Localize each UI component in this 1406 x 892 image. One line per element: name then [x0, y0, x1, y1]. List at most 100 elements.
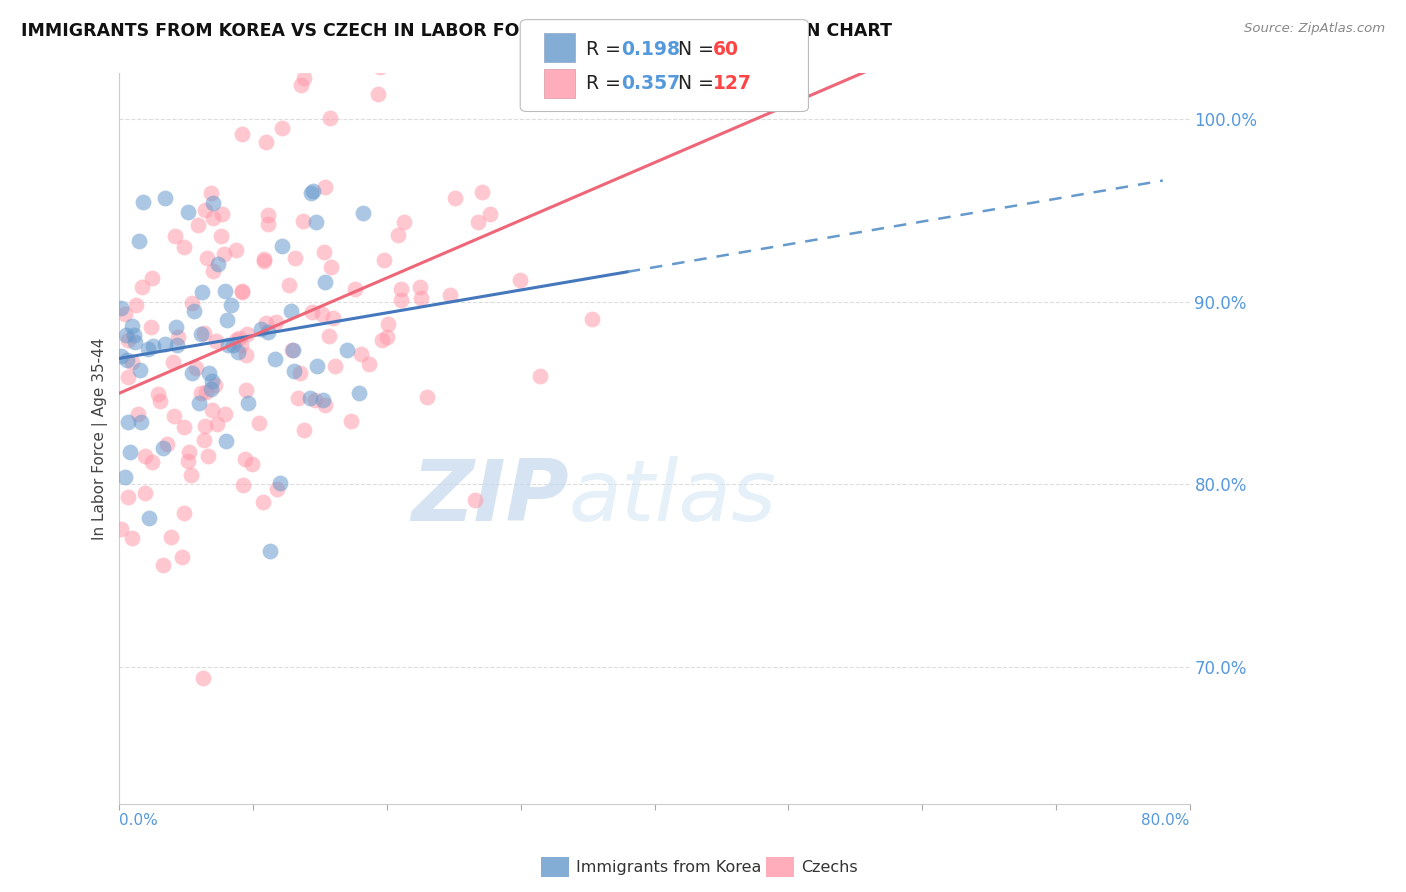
Point [117, 369, 139, 384]
Point [409, 280, 432, 294]
Point [177, 205, 200, 219]
Point [304, 392, 326, 407]
Point [131, 279, 153, 293]
Point [201, 403, 224, 417]
Point [387, 227, 409, 242]
Point [131, 195, 153, 210]
Point [173, 239, 195, 253]
Point [264, 352, 287, 367]
Point [124, 334, 146, 349]
Point [249, 322, 271, 336]
Point [352, 206, 374, 220]
Point [349, 386, 371, 401]
Point [236, 395, 259, 409]
Point [270, 120, 292, 135]
Point [166, 337, 188, 351]
Point [364, 35, 387, 49]
Point [225, 244, 247, 258]
Point [312, 244, 335, 259]
Point [340, 414, 363, 428]
Point [134, 449, 156, 463]
Point [195, 252, 218, 266]
Point [162, 355, 184, 369]
Point [305, 359, 328, 374]
Point [287, 392, 309, 406]
Point [314, 276, 336, 290]
Text: Immigrants from Korea: Immigrants from Korea [576, 860, 762, 874]
Point [377, 317, 399, 331]
Point [323, 359, 346, 373]
Point [259, 543, 281, 558]
Text: R =: R = [586, 40, 627, 59]
Point [193, 326, 215, 340]
Point [194, 202, 217, 217]
Point [191, 671, 214, 685]
Point [254, 316, 277, 330]
Point [357, 357, 380, 371]
Point [269, 475, 291, 490]
Point [215, 313, 238, 327]
Point [128, 234, 150, 248]
Point [409, 291, 432, 305]
Text: ZIP: ZIP [412, 456, 569, 539]
Point [228, 345, 250, 359]
Point [232, 478, 254, 492]
Point [266, 482, 288, 496]
Point [302, 184, 325, 198]
Text: atlas: atlas [569, 456, 778, 539]
Point [389, 282, 412, 296]
Point [314, 180, 336, 194]
Point [392, 215, 415, 229]
Point [117, 416, 139, 430]
Point [280, 304, 302, 318]
Point [264, 315, 287, 329]
Point [416, 390, 439, 404]
Point [110, 301, 132, 316]
Text: 0.198: 0.198 [621, 40, 681, 59]
Point [186, 360, 208, 375]
Point [191, 285, 214, 299]
Point [167, 329, 190, 343]
Point [115, 327, 138, 342]
Text: 127: 127 [713, 74, 752, 93]
Point [134, 485, 156, 500]
Point [200, 186, 222, 200]
Point [318, 328, 340, 343]
Point [314, 398, 336, 412]
Point [278, 278, 301, 293]
Point [236, 326, 259, 341]
Point [304, 35, 326, 49]
Point [129, 415, 152, 429]
Point [149, 394, 172, 409]
Point [114, 307, 136, 321]
Point [201, 195, 224, 210]
Point [298, 391, 321, 405]
Point [201, 374, 224, 388]
Point [257, 325, 280, 339]
Point [179, 445, 201, 459]
Text: N =: N = [678, 40, 720, 59]
Point [281, 343, 304, 357]
Point [188, 395, 211, 409]
Point [247, 416, 270, 430]
Point [202, 264, 225, 278]
Point [128, 363, 150, 377]
Point [197, 450, 219, 464]
Point [117, 334, 139, 348]
Point [214, 407, 236, 421]
Text: 60: 60 [713, 40, 738, 59]
Point [235, 348, 257, 362]
Point [233, 451, 256, 466]
Point [377, 330, 399, 344]
Point [202, 211, 225, 225]
Point [180, 366, 202, 380]
Text: Czechs: Czechs [801, 860, 858, 874]
Point [350, 347, 373, 361]
Text: R =: R = [586, 74, 627, 93]
Point [165, 228, 187, 243]
Point [176, 454, 198, 468]
Point [256, 217, 278, 231]
Point [152, 558, 174, 573]
Point [141, 455, 163, 469]
Point [136, 342, 159, 356]
